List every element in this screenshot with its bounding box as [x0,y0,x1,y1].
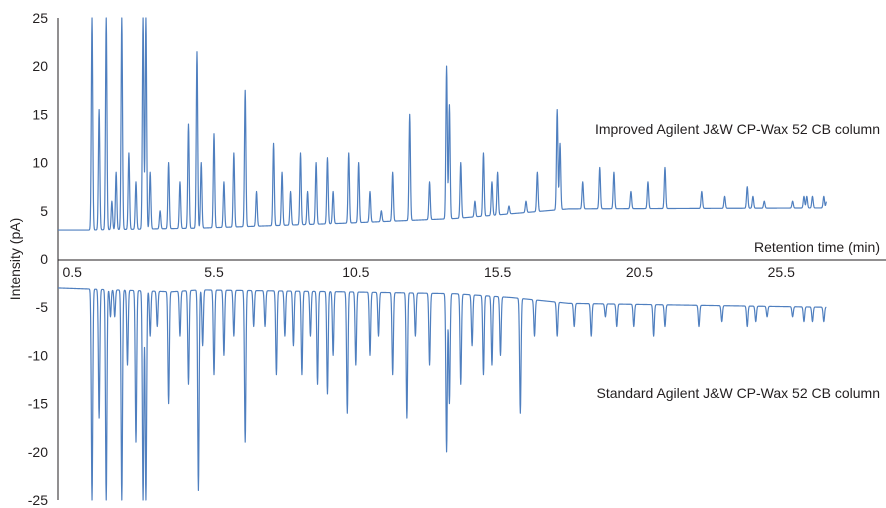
x-tick-labels: 0.5 5.5 10.5 15.5 20.5 25.5 [62,264,795,280]
y-tick-label: 15 [32,106,48,122]
x-tick-label: 10.5 [342,264,369,280]
y-tick-label: -5 [36,299,49,315]
x-tick-label: 25.5 [768,264,795,280]
y-axis-title: Intensity (pA) [7,218,23,300]
x-tick-label: 20.5 [626,264,653,280]
y-tick-label: -10 [28,347,48,363]
y-tick-label: 20 [32,58,48,74]
y-tick-labels: 25 20 15 10 5 0 -5 -10 -15 -20 -25 [28,10,48,508]
improved-column-trace [57,17,827,231]
y-tick-label: -25 [28,492,48,508]
y-tick-label: 10 [32,155,48,171]
y-tick-label: -15 [28,396,48,412]
y-axis: 25 20 15 10 5 0 -5 -10 -15 -20 -25 [28,10,59,508]
x-tick-label: 5.5 [204,264,224,280]
y-tick-label: -20 [28,444,48,460]
x-tick-label: 0.5 [62,264,82,280]
y-tick-label: 25 [32,10,48,26]
x-tick-label: 15.5 [484,264,511,280]
series-label-improved: Improved Agilent J&W CP-Wax 52 CB column [595,121,880,137]
x-axis: 0.5 5.5 10.5 15.5 20.5 25.5 [58,259,886,280]
standard-column-trace [57,287,827,501]
series-label-standard: Standard Agilent J&W CP-Wax 52 CB column [597,385,881,401]
y-tick-label: 0 [40,251,48,267]
y-tick-label: 5 [40,203,48,219]
x-axis-title: Retention time (min) [754,239,880,255]
